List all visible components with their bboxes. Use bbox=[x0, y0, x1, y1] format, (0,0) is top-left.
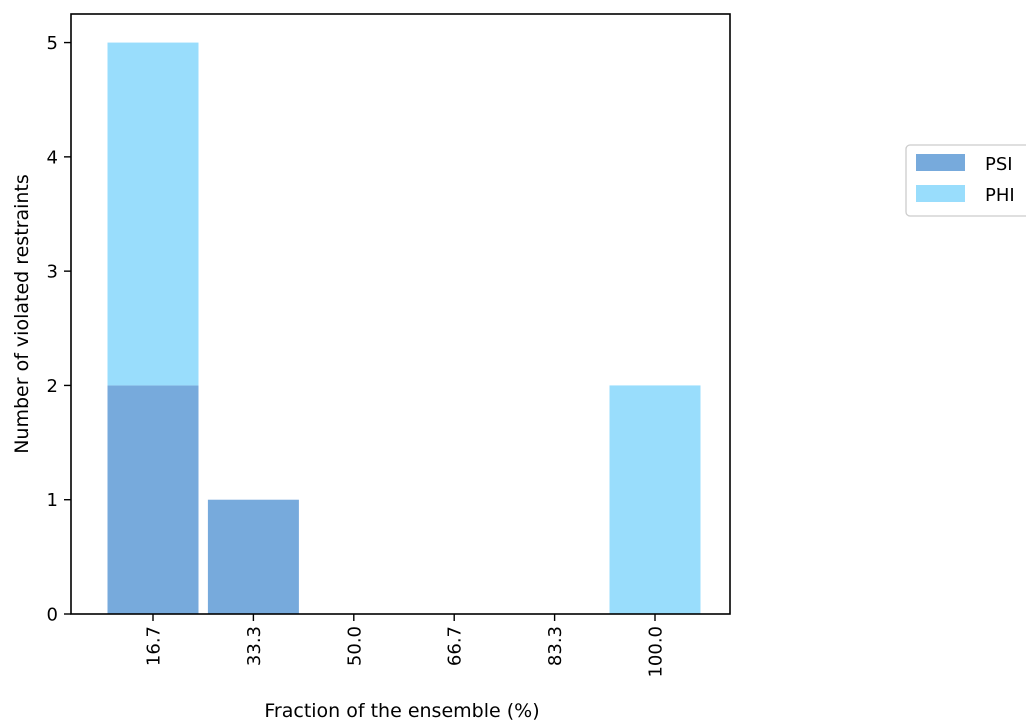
y-tick-label-4: 4 bbox=[47, 147, 58, 168]
x-axis-title: Fraction of the ensemble (%) bbox=[264, 700, 539, 721]
bar-psi-0 bbox=[107, 385, 199, 614]
bar-phi-0 bbox=[107, 42, 199, 386]
x-tick-label-3: 66.7 bbox=[445, 626, 466, 666]
legend-label-phi: PHI bbox=[985, 185, 1015, 206]
x-tick-label-5: 100.0 bbox=[646, 626, 667, 678]
x-tick-label-2: 50.0 bbox=[344, 626, 365, 666]
x-tick-label-0: 16.7 bbox=[144, 626, 165, 666]
bars-group bbox=[107, 42, 701, 614]
legend: PSI PHI bbox=[905, 144, 1026, 217]
bar-phi-5 bbox=[609, 385, 701, 614]
bar-psi-1 bbox=[207, 499, 299, 614]
legend-swatch-psi bbox=[916, 154, 965, 171]
y-tick-label-0: 0 bbox=[47, 605, 58, 626]
y-axis: 0 1 2 3 4 5 bbox=[47, 33, 71, 626]
y-tick-label-2: 2 bbox=[47, 376, 58, 397]
y-tick-label-1: 1 bbox=[47, 490, 58, 511]
x-tick-label-1: 33.3 bbox=[244, 626, 265, 666]
x-tick-label-4: 83.3 bbox=[545, 626, 566, 666]
legend-swatch-phi bbox=[916, 185, 965, 202]
plot-frame bbox=[70, 13, 731, 615]
legend-label-psi: PSI bbox=[985, 154, 1013, 175]
y-tick-label-5: 5 bbox=[47, 33, 58, 54]
y-tick-label-3: 3 bbox=[47, 262, 58, 283]
y-axis-title: Number of violated restraints bbox=[11, 174, 33, 454]
x-axis: 16.7 33.3 50.0 66.7 83.3 100.0 bbox=[144, 614, 667, 678]
